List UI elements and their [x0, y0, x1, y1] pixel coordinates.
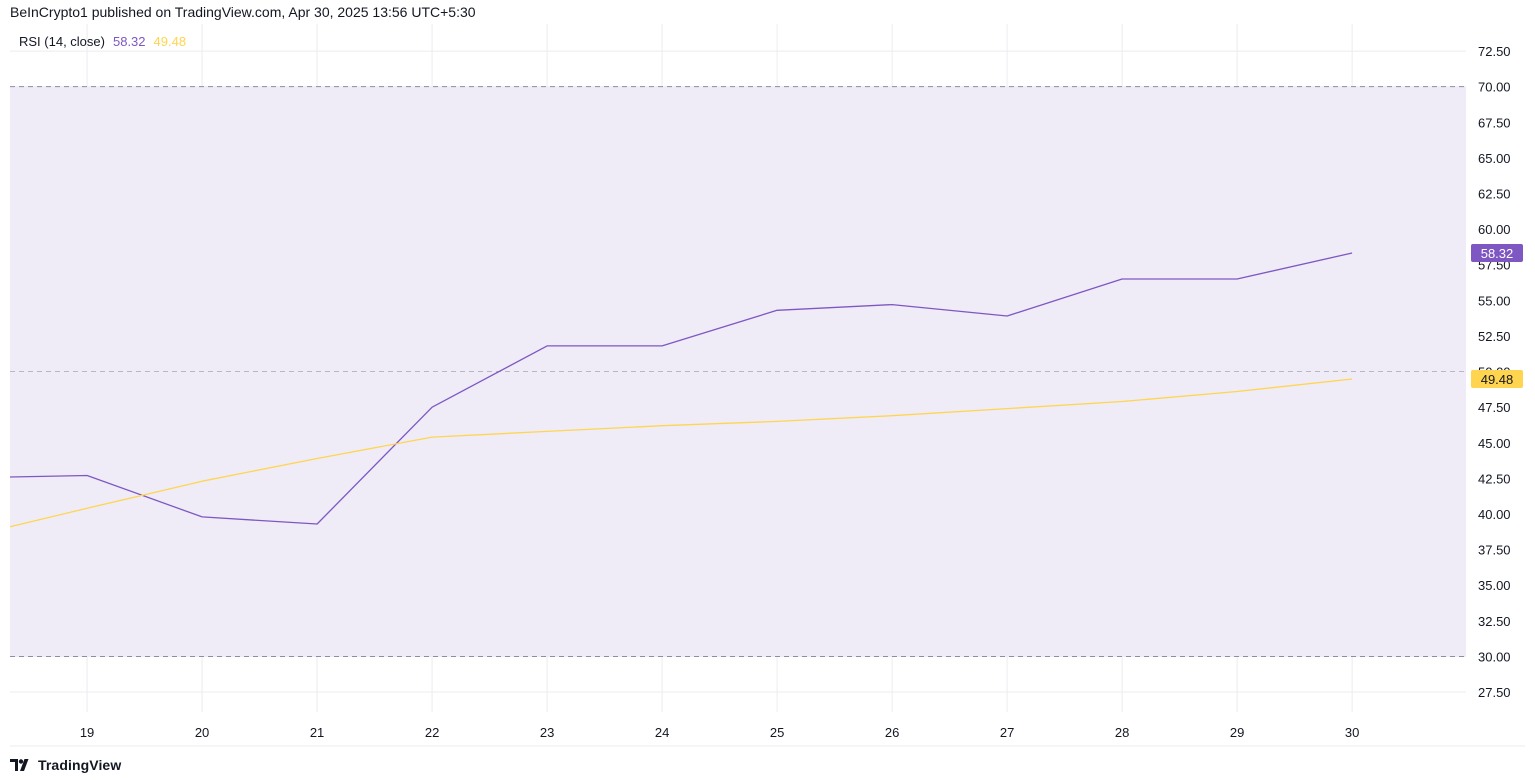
label-layer: 58.32 49.48 — [1471, 244, 1523, 388]
x-tick-label: 28 — [1115, 725, 1129, 740]
ma-last-value-label: 49.48 — [1471, 369, 1523, 388]
y-tick-label: 72.50 — [1478, 44, 1511, 59]
tradingview-logo-icon[interactable] — [10, 758, 32, 772]
x-tick-label: 19 — [80, 725, 94, 740]
series-layer — [9, 252, 1353, 528]
y-tick-label: 55.00 — [1478, 293, 1511, 308]
ma-last-value-text: 49.48 — [1481, 372, 1514, 387]
y-tick-label: 40.00 — [1478, 507, 1511, 522]
band-layer — [10, 86, 1466, 657]
y-tick-label: 42.50 — [1478, 471, 1511, 486]
indicator-legend[interactable]: RSI (14, close) 58.32 49.48 — [19, 34, 186, 49]
rsi-ma-value: 49.48 — [153, 34, 187, 49]
rsi-last-value-text: 58.32 — [1481, 246, 1514, 261]
y-tick-label: 52.50 — [1478, 329, 1511, 344]
x-tick-label: 20 — [195, 725, 209, 740]
rsi-band-background — [10, 86, 1466, 657]
axis-layer: 27.50 30.00 32.50 35.00 37.50 40.00 42.50 45.00… — [80, 44, 1511, 740]
tradingview-brand[interactable]: TradingView — [38, 757, 122, 773]
y-tick-label: 47.50 — [1478, 400, 1511, 415]
y-tick-label: 67.50 — [1478, 115, 1511, 130]
rsi-value: 58.32 — [112, 34, 146, 49]
y-tick-label: 65.00 — [1478, 151, 1511, 166]
y-tick-label: 32.50 — [1478, 614, 1511, 629]
y-tick-label: 37.50 — [1478, 543, 1511, 558]
rsi-line — [9, 252, 1353, 525]
publish-info: BeInCrypto1 published on TradingView.com… — [10, 4, 476, 20]
y-tick-label: 30.00 — [1478, 649, 1511, 664]
x-tick-label: 29 — [1230, 725, 1244, 740]
rsi-last-value-bg — [1471, 244, 1523, 263]
footer-branding[interactable]: TradingView — [10, 757, 121, 773]
x-tick-label: 25 — [770, 725, 784, 740]
rsi-last-value-label: 58.32 — [1471, 244, 1523, 263]
y-tick-label: 62.50 — [1478, 187, 1511, 202]
y-tick-label: 45.00 — [1478, 436, 1511, 451]
y-tick-label: 60.00 — [1478, 222, 1511, 237]
x-tick-label: 26 — [885, 725, 899, 740]
x-tick-label: 23 — [540, 725, 554, 740]
x-tick-label: 27 — [1000, 725, 1014, 740]
y-tick-label: 70.00 — [1478, 80, 1511, 95]
ma-last-value-bg — [1471, 369, 1523, 388]
ma-line — [9, 378, 1353, 528]
x-tick-label: 24 — [655, 725, 669, 740]
y-tick-label: 35.00 — [1478, 578, 1511, 593]
y-tick-label: 27.50 — [1478, 685, 1511, 700]
x-tick-label: 22 — [425, 725, 439, 740]
x-tick-label: 21 — [310, 725, 324, 740]
x-tick-label: 30 — [1345, 725, 1359, 740]
indicator-name[interactable]: RSI (14, close) — [19, 34, 105, 49]
